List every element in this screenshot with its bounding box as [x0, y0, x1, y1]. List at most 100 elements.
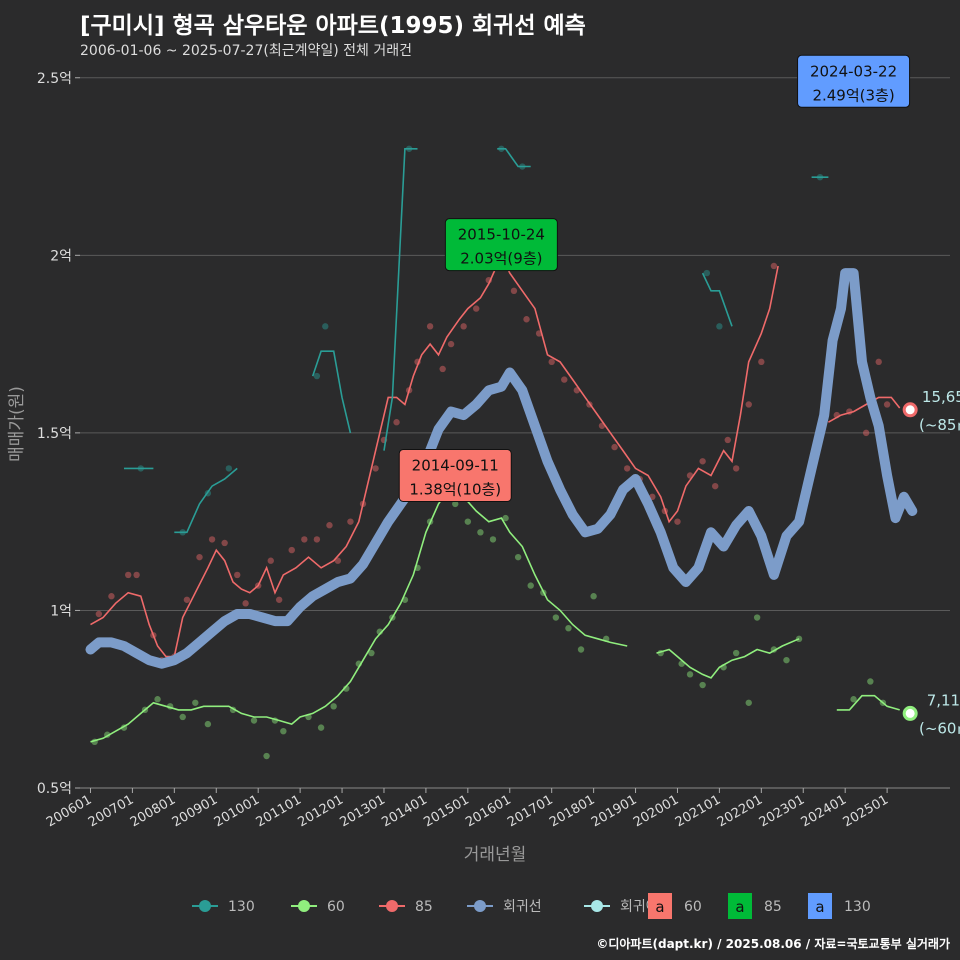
series-60-point: [753, 614, 761, 621]
series-60-point: [590, 593, 597, 600]
x-tick-label: 200601: [44, 792, 94, 830]
series-85-point: [699, 458, 706, 465]
legend-box-swatch: [728, 893, 752, 919]
legend-swatch-dot: [474, 900, 486, 912]
series-85-point: [234, 571, 241, 579]
series-85-point: [862, 429, 870, 437]
legend-box-item-85: a 85: [728, 893, 782, 919]
chart-subtitle: 2006-01-06 ~ 2025-07-27(최근계약일) 전체 거래건: [80, 43, 412, 59]
series-85-point: [133, 571, 140, 579]
y-tick-label: 2억: [50, 248, 72, 264]
series-60-point: [686, 671, 694, 678]
series-layer: 7,117 (~60㎡) 15,650 (~85㎡): [90, 78, 960, 760]
regression-layer: [85, 268, 918, 669]
legend-label: 60: [327, 899, 345, 915]
x-tick-label: 201101: [254, 792, 304, 830]
series-60-point: [317, 724, 325, 731]
x-tick-label: 201601: [463, 792, 513, 830]
series-130-point: [313, 372, 321, 380]
legend-label: 85: [415, 899, 433, 915]
series-60-point: [464, 518, 472, 525]
y-tick-label: 1.5억: [37, 426, 72, 442]
series-85-point: [347, 518, 354, 525]
legend-item-85: 85: [379, 899, 433, 915]
series-60-point: [263, 752, 270, 760]
series-85-point: [301, 536, 308, 543]
annotation-value: 1.38억(10층): [409, 480, 501, 498]
annotation-box: 2015-10-24 2.03억(9층): [444, 218, 558, 272]
series-85-point: [611, 443, 618, 451]
series-85-line: [828, 396, 901, 423]
legend-item-60: 60: [291, 899, 345, 915]
series-60-point: [552, 614, 560, 621]
series-60-point: [477, 529, 484, 536]
legend-label: 130: [228, 899, 255, 915]
annotation-box-bg: [398, 448, 512, 502]
series-85-point: [196, 553, 203, 561]
legend-box-glyph: a: [815, 898, 824, 916]
legend-box-item-60: a 60: [648, 893, 702, 919]
series-60-point: [489, 536, 497, 543]
legend-swatch-dot: [386, 900, 398, 912]
series-60-point: [250, 717, 258, 724]
x-tick-label: 200901: [170, 792, 220, 830]
y-tick-label: 2.5억: [37, 71, 72, 87]
series-85-point: [883, 401, 891, 408]
x-tick-label: 200701: [86, 792, 136, 830]
series-60-point: [330, 703, 337, 710]
series-60-point: [783, 656, 790, 664]
x-tick-label: 202001: [631, 792, 681, 830]
legend-box-label: 85: [764, 899, 782, 915]
annotation-date: 2015-10-24: [458, 226, 545, 244]
series-85-end-size: (~85㎡): [919, 416, 960, 434]
y-tick-label: 1억: [50, 603, 72, 619]
series-85-point: [242, 600, 249, 607]
series-85-point: [288, 546, 295, 554]
series-85-point: [447, 340, 455, 348]
x-tick-label: 201801: [547, 792, 597, 830]
series-60-endpoint: [902, 705, 918, 721]
annotation-box-bg: [797, 54, 911, 108]
annotation-box: 2014-09-11 1.38억(10층): [398, 448, 512, 502]
annotation-value: 2.49억(3층): [812, 86, 894, 104]
legend-box-glyph: a: [655, 898, 664, 916]
series-130-line: [701, 272, 733, 327]
series-60-point: [452, 500, 459, 508]
series-85-point: [460, 323, 467, 330]
x-tick-label: 201401: [379, 792, 429, 830]
series-85-point: [745, 401, 752, 408]
legend-item-회귀선: 회귀선: [467, 899, 542, 915]
x-tick-label: 202201: [715, 792, 765, 830]
x-tick-label: 201201: [296, 792, 346, 830]
annotation-box: 2024-03-22 2.49억(3층): [797, 54, 911, 108]
footer-credit: ©디아파트(dapt.kr) / 2025.08.06 / 자료=국토교통부 실…: [596, 937, 950, 951]
series-60-point: [577, 646, 585, 653]
series-85-line: [90, 253, 779, 658]
series-85-point: [95, 610, 103, 618]
series-60-line: [836, 694, 900, 711]
x-tick-label: 201901: [589, 792, 639, 830]
series-85-point: [439, 365, 446, 373]
series-85-point: [473, 305, 480, 312]
regression-line: [85, 268, 918, 669]
x-tick-label: 202401: [799, 792, 849, 830]
x-tick-label: 201501: [421, 792, 471, 830]
series-85-point: [510, 287, 518, 295]
annotation-value: 2.03억(9층): [460, 250, 542, 268]
legend-box-swatch: [808, 893, 832, 919]
series-60-end-size: (~60㎡): [919, 719, 960, 737]
series-85-point: [275, 596, 283, 603]
series-60-point: [204, 720, 212, 728]
x-tick-label: 202501: [841, 792, 891, 830]
x-tick-label: 202301: [757, 792, 807, 830]
chart-title: [구미시] 형곡 삼우타운 아파트(1995) 회귀선 예측: [80, 13, 586, 39]
series-60-point: [368, 649, 375, 657]
series-85-point: [674, 518, 681, 525]
series-130-line: [497, 148, 531, 168]
series-60-point: [699, 681, 706, 689]
series-60-point: [179, 713, 186, 721]
series-60-point: [850, 696, 857, 703]
series-85-point: [372, 465, 379, 472]
series-85-point: [875, 358, 882, 366]
